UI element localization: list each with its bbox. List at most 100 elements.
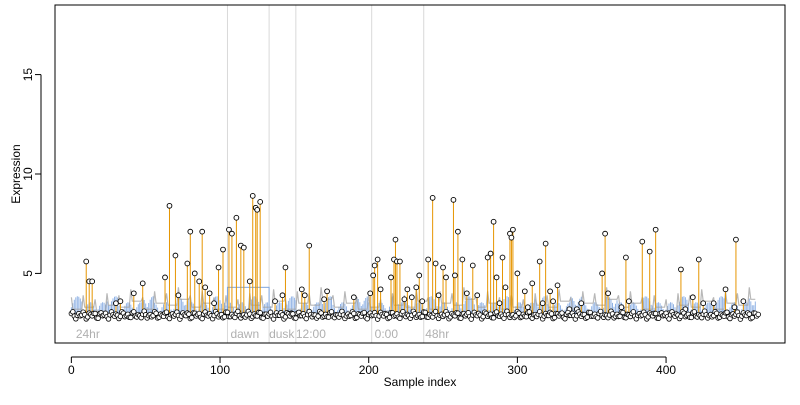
data-point: [521, 288, 528, 295]
baseline-point: [562, 316, 568, 322]
data-point: [419, 298, 426, 305]
data-point: [429, 195, 436, 201]
baseline-point: [70, 309, 76, 315]
baseline-point: [257, 310, 263, 316]
data-point: [298, 286, 305, 293]
data-point: [733, 236, 739, 243]
baseline-point: [419, 313, 425, 320]
data-point: [350, 294, 357, 301]
data-point: [172, 252, 179, 259]
data-point: [175, 292, 182, 299]
data-point: [646, 248, 653, 255]
baseline-point: [584, 314, 590, 320]
data-point: [542, 240, 549, 247]
data-point: [113, 300, 119, 307]
baseline-point: [95, 315, 101, 322]
data-point: [206, 290, 213, 297]
data-point: [499, 254, 506, 261]
data-point: [490, 218, 497, 225]
data-point: [413, 284, 420, 291]
data-point: [130, 290, 137, 297]
data-point: [220, 246, 226, 253]
data-point: [215, 264, 222, 271]
data-point: [695, 256, 702, 263]
baseline-point: [221, 314, 228, 320]
data-point: [229, 230, 235, 237]
plot-frame: [54, 4, 786, 344]
data-point: [524, 304, 531, 311]
baseline-point: [293, 315, 299, 321]
data-point: [639, 238, 646, 245]
data-point: [301, 292, 308, 299]
baseline-point: [422, 309, 428, 316]
x-axis-label: Sample index: [384, 375, 457, 389]
y-tick-label: 5: [21, 270, 35, 277]
grey-profile: [70, 287, 756, 312]
baseline-point: [652, 310, 659, 317]
segment-label: 24hr: [76, 327, 100, 341]
baseline-point: [749, 314, 755, 321]
data-point: [196, 278, 203, 285]
data-point: [416, 272, 423, 279]
data-point: [371, 262, 378, 269]
data-point: [279, 292, 286, 299]
data-point: [162, 274, 168, 281]
data-point: [554, 282, 561, 289]
data-point: [166, 202, 173, 209]
data-point: [459, 256, 466, 263]
baseline-point: [691, 309, 698, 315]
baseline-point: [458, 315, 464, 321]
data-point: [374, 256, 381, 263]
baseline-point: [153, 310, 159, 316]
data-point: [740, 298, 747, 305]
data-point: [508, 234, 515, 241]
data-point: [240, 244, 247, 251]
data-point: [184, 260, 191, 267]
data-point: [731, 304, 738, 311]
data-point: [83, 258, 90, 265]
data-point: [202, 284, 209, 291]
data-point: [469, 262, 476, 269]
y-tick-label: 10: [21, 167, 35, 181]
data-point: [487, 250, 494, 257]
baseline-point: [724, 309, 730, 315]
baseline-point: [163, 309, 170, 315]
baseline-point: [351, 310, 357, 317]
data-point: [408, 294, 415, 301]
segment-label: 0:00: [375, 327, 399, 341]
baseline-point: [397, 315, 403, 322]
data-point: [211, 300, 217, 307]
x-tick-label: 400: [656, 363, 676, 377]
data-point: [392, 236, 399, 243]
data-point: [306, 242, 313, 249]
data-point: [233, 214, 240, 221]
baseline-point: [655, 315, 662, 321]
data-point: [618, 304, 625, 311]
x-tick-label: 200: [359, 363, 379, 377]
baseline-point: [594, 315, 601, 321]
segment-label: dusk: [269, 327, 295, 341]
segment-label: dawn: [230, 327, 259, 341]
data-points: [68, 193, 761, 322]
data-point: [484, 254, 491, 261]
data-point: [710, 300, 717, 307]
segment-label: 48hr: [425, 327, 449, 341]
data-point: [474, 292, 481, 299]
data-point: [689, 294, 696, 301]
baseline-point: [755, 311, 761, 318]
baseline-point: [189, 314, 195, 321]
data-point: [254, 206, 261, 213]
baseline-point: [92, 310, 98, 317]
data-point: [367, 290, 374, 297]
data-point: [117, 298, 124, 305]
data-point: [514, 270, 521, 277]
segment-dividers: [226, 5, 425, 343]
data-point: [547, 288, 553, 295]
data-point: [89, 278, 96, 285]
data-point: [626, 298, 632, 305]
data-point: [623, 254, 629, 261]
data-point: [249, 193, 256, 199]
data-point: [272, 298, 278, 305]
data-point: [502, 284, 509, 291]
